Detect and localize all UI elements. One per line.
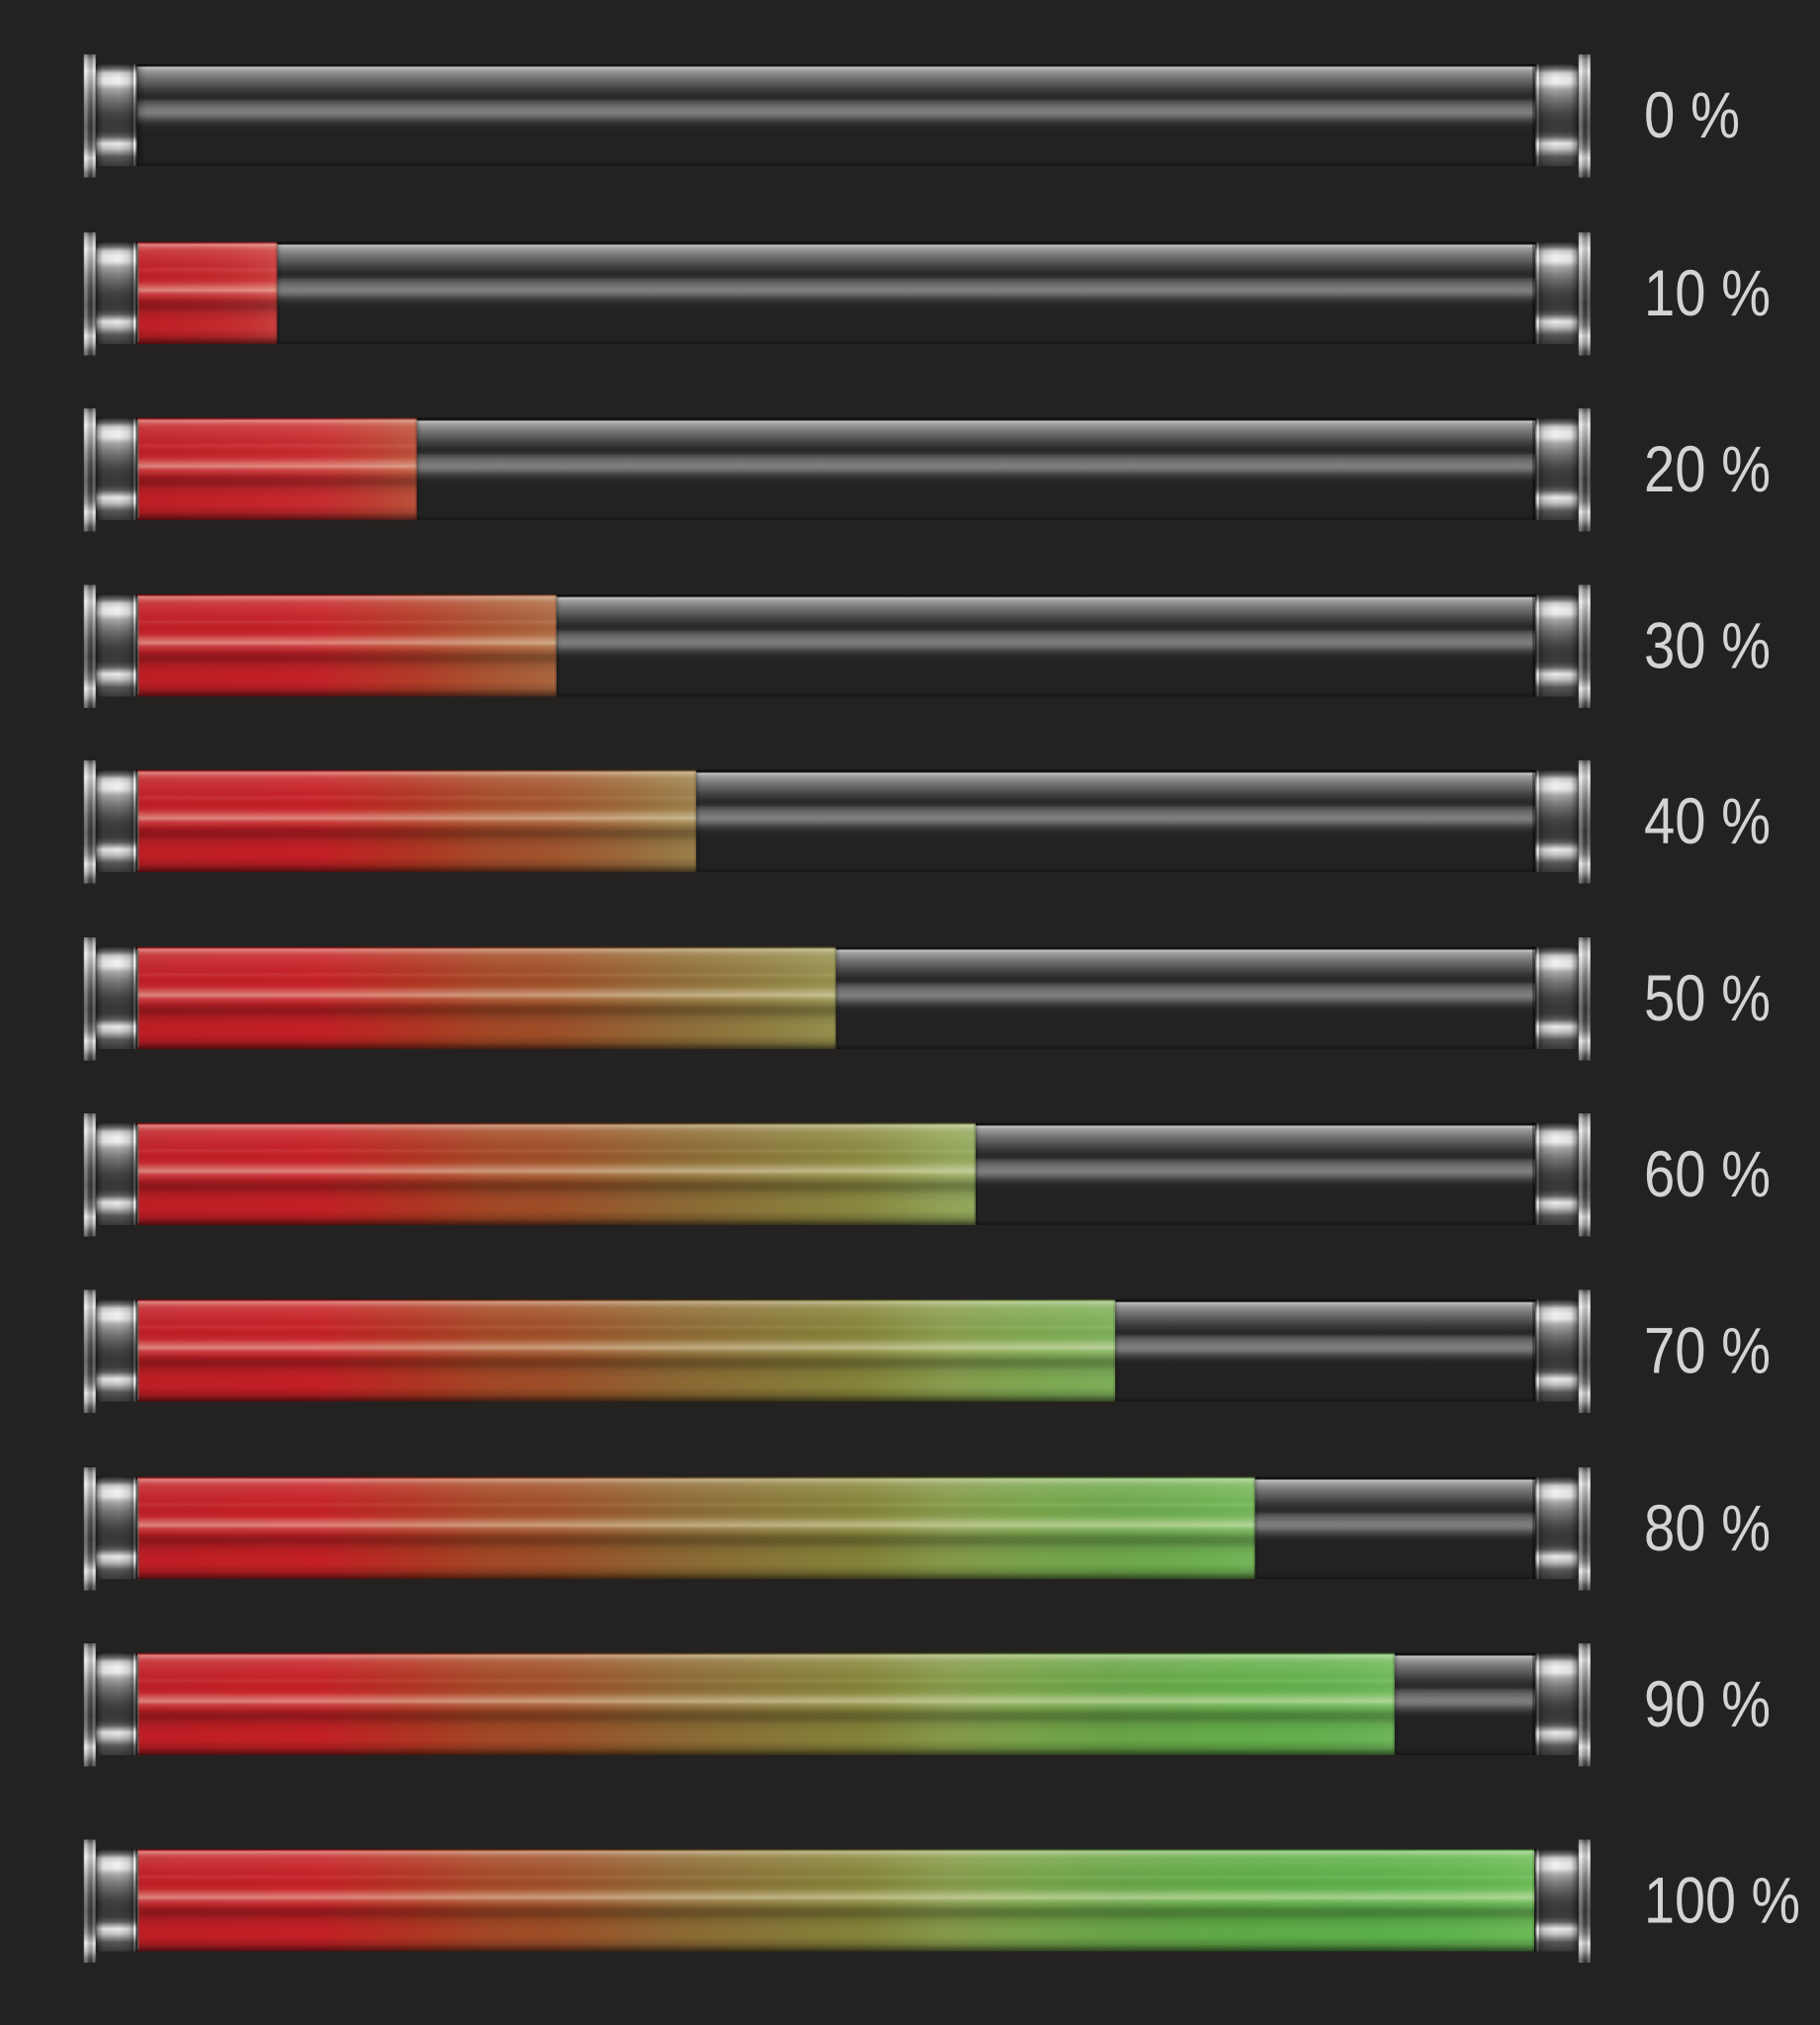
svg-text:10 %: 10 % (1644, 257, 1771, 329)
svg-text:70 %: 70 % (1644, 1315, 1771, 1387)
svg-text:80 %: 80 % (1644, 1492, 1771, 1564)
svg-text:40 %: 40 % (1644, 785, 1771, 857)
svg-text:90 %: 90 % (1644, 1668, 1771, 1740)
svg-text:60 %: 60 % (1644, 1138, 1771, 1210)
svg-text:20 %: 20 % (1644, 433, 1771, 505)
svg-text:50 %: 50 % (1644, 962, 1771, 1034)
svg-text:30 %: 30 % (1644, 610, 1771, 682)
svg-text:0 %: 0 % (1644, 79, 1740, 151)
svg-text:100 %: 100 % (1644, 1865, 1800, 1937)
